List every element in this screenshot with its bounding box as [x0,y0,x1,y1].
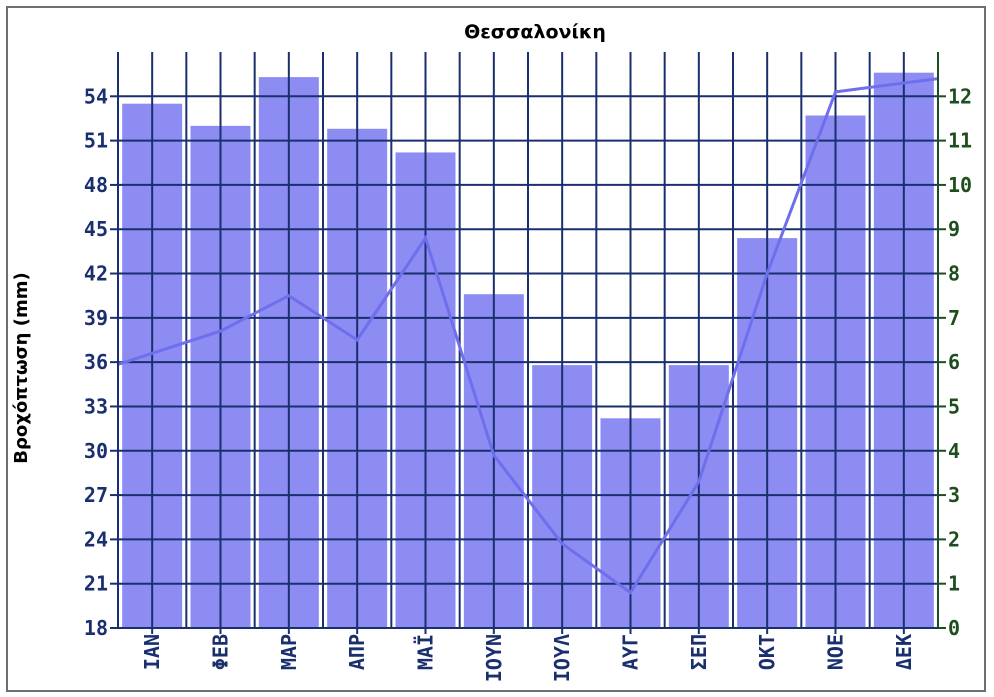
left-tick-label: 18 [84,616,108,640]
right-tick-label: 11 [948,129,972,153]
right-tick-label: 10 [948,173,972,197]
x-tick-label: ΜΑΪ [414,634,438,670]
line-point-11 [834,90,837,94]
right-tick-label: 9 [948,217,960,241]
x-tick-label: ΙΟΥΝ [482,634,506,682]
right-tick-label: 0 [948,616,960,640]
line-layer [117,77,939,595]
x-tick-label: ΝΟΕ [824,634,848,670]
left-tick-label: 36 [84,350,108,374]
right-tick-label: 5 [948,394,960,418]
chart-title: Θεσσαλονίκη [464,21,606,43]
right-tick-label: 4 [948,439,960,463]
axes-layer [117,52,939,629]
left-tick-label: 30 [84,439,108,463]
right-tick-label: 12 [948,84,972,108]
right-tick-label: 2 [948,527,960,551]
y-axis-label: Βροχόπτωση (mm) [11,272,32,463]
left-tick-label: 51 [84,129,108,153]
x-tick-label: ΣΕΠ [687,634,711,670]
left-tick-label: 48 [84,173,108,197]
right-tick-label: 7 [948,306,960,330]
line-point-1 [150,351,154,355]
right-tick-label: 6 [948,350,960,374]
line-point-9 [697,480,701,484]
line-point-3 [287,294,291,298]
left-tick-label: 24 [84,527,108,551]
left-tick-label: 54 [84,84,108,108]
left-tick-label: 21 [84,572,108,596]
left-tick-label: 42 [84,262,108,286]
right-tick-label: 8 [948,262,960,286]
x-tick-label: ΑΥΓ [619,634,643,670]
left-tick-label: 45 [84,217,108,241]
line-point-6 [492,453,496,457]
x-tick-label: ΦΕΒ [209,634,233,670]
x-tick-label: ΑΠΡ [345,634,369,670]
left-tick-label: 33 [84,394,108,418]
line-point-8 [629,591,632,595]
left-tick-labels: 18 21 24 27 30 33 36 39 42 45 48 51 54 [84,84,118,640]
left-tick-label: 39 [84,306,108,330]
right-tick-label: 3 [948,483,960,507]
line-point-7 [560,542,564,546]
x-tick-label: ΙΑΝ [140,634,164,670]
right-tick-label: 1 [948,572,960,596]
x-tick-label: ΙΟΥΛ [550,634,574,682]
line-point-5 [424,236,427,240]
x-tick-label: ΟΚΤ [755,634,779,670]
x-tick-label: ΜΑΡ [277,634,301,670]
x-tick-label: ΔΕΚ [892,634,916,670]
left-tick-label: 27 [84,483,108,507]
line-point-4 [355,338,359,342]
line-point-2 [219,329,222,333]
line-point-12 [902,81,906,85]
x-tick-labels: ΙΑΝ ΦΕΒ ΜΑΡ ΑΠΡ ΜΑΪ ΙΟΥΝ ΙΟΥΛ ΑΥΓ ΣΕΠ ΟΚΤ ΝΟΕ ΔΕΚ [140,628,916,682]
temperature-line [117,77,939,595]
line-point-10 [765,272,769,276]
